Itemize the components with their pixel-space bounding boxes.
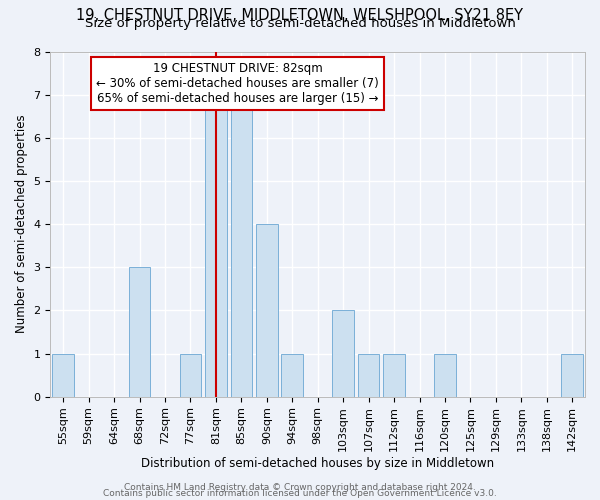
Bar <box>383 354 405 397</box>
Bar <box>128 268 151 396</box>
Bar <box>205 94 227 397</box>
Text: Contains public sector information licensed under the Open Government Licence v3: Contains public sector information licen… <box>103 489 497 498</box>
Bar <box>230 94 252 397</box>
Bar <box>562 354 583 397</box>
Bar <box>332 310 354 396</box>
Y-axis label: Number of semi-detached properties: Number of semi-detached properties <box>15 115 28 334</box>
Bar <box>434 354 456 397</box>
Bar <box>179 354 201 397</box>
Bar <box>281 354 303 397</box>
Bar <box>256 224 278 396</box>
Text: Contains HM Land Registry data © Crown copyright and database right 2024.: Contains HM Land Registry data © Crown c… <box>124 483 476 492</box>
Text: 19, CHESTNUT DRIVE, MIDDLETOWN, WELSHPOOL, SY21 8EY: 19, CHESTNUT DRIVE, MIDDLETOWN, WELSHPOO… <box>77 8 523 22</box>
Text: 19 CHESTNUT DRIVE: 82sqm
← 30% of semi-detached houses are smaller (7)
65% of se: 19 CHESTNUT DRIVE: 82sqm ← 30% of semi-d… <box>96 62 379 105</box>
Bar <box>52 354 74 397</box>
Bar <box>358 354 379 397</box>
X-axis label: Distribution of semi-detached houses by size in Middletown: Distribution of semi-detached houses by … <box>141 457 494 470</box>
Text: Size of property relative to semi-detached houses in Middletown: Size of property relative to semi-detach… <box>85 18 515 30</box>
